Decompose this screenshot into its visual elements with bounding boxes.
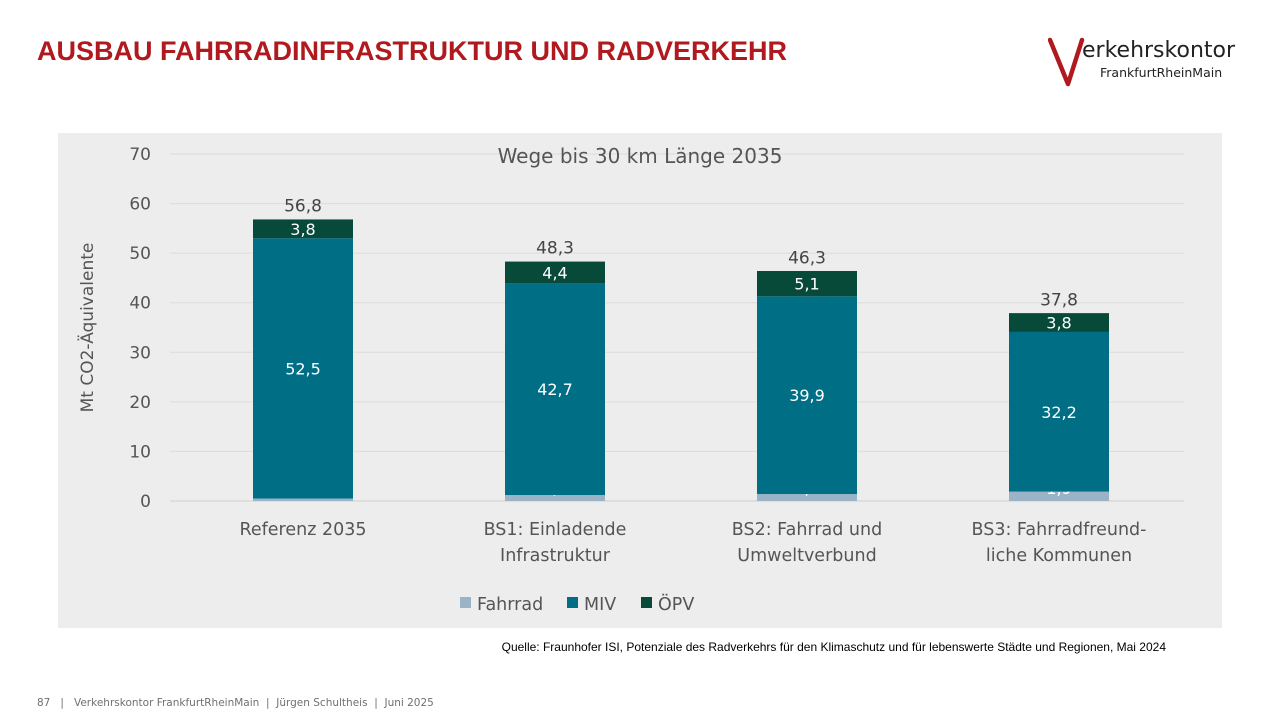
x-category-label: Referenz 2035: [239, 520, 366, 540]
total-data-label: 46,3: [788, 248, 826, 268]
legend-label: MIV: [584, 595, 616, 615]
company-logo: erkehrskontor FrankfurtRheinMain: [1048, 36, 1248, 88]
footer-separator: |: [60, 697, 64, 709]
y-tick-label: 50: [129, 244, 151, 264]
segment-data-label: 5,1: [794, 275, 819, 294]
total-data-label: 48,3: [536, 239, 574, 259]
bar-segment-fahrrad: [757, 494, 857, 501]
legend-label: ÖPV: [658, 593, 694, 615]
bar-segment-öpv: [1009, 313, 1109, 332]
x-category-label: Umweltverbund: [737, 546, 876, 566]
y-tick-label: 30: [129, 343, 151, 363]
legend-swatch-öpv: [641, 597, 652, 608]
x-category-label: Infrastruktur: [500, 546, 611, 566]
slide-title: AUSBAU FAHRRADINFRASTRUKTUR UND RADVERKE…: [37, 36, 787, 66]
bar-segment-miv: [1009, 331, 1109, 492]
segment-data-label: 3,8: [290, 220, 315, 239]
y-tick-label: 20: [129, 393, 151, 413]
y-tick-label: 60: [129, 195, 151, 215]
total-data-label: 37,8: [1040, 291, 1078, 311]
y-tick-label: 10: [129, 442, 151, 462]
x-category-label: BS2: Fahrrad und: [732, 520, 882, 540]
y-tick-label: 40: [129, 294, 151, 314]
bar-segment-miv: [253, 238, 353, 499]
bar-segment-fahrrad: [1009, 491, 1109, 501]
bar-segment-fahrrad: [253, 498, 353, 501]
bar-segment-miv: [757, 296, 857, 495]
y-axis-title: Mt CO2-Äquivalente: [77, 243, 98, 413]
footer-separator: |: [374, 697, 378, 709]
bar-segment-öpv: [757, 270, 857, 297]
source-note: Quelle: Fraunhofer ISI, Potenziale des R…: [501, 640, 1166, 654]
x-category-label: BS3: Fahrradfreund-: [972, 520, 1147, 540]
footer-author: Jürgen Schultheis: [276, 697, 368, 709]
legend-label: Fahrrad: [477, 595, 543, 615]
legend-swatch-miv: [567, 597, 578, 608]
stacked-bar-chart: 0 10 20 30 40 50 60 70 Mt CO2-Äquivalente Wege bi…: [77, 144, 1184, 615]
logo-v-mark: [1048, 37, 1085, 87]
x-category-label: liche Kommunen: [986, 546, 1132, 566]
logo-wordmark: erkehrskontor: [1082, 38, 1236, 63]
x-category-label: BS1: Einladende: [484, 520, 627, 540]
segment-data-label: 32,2: [1041, 403, 1077, 422]
segment-data-label: 39,9: [789, 386, 825, 405]
footer-page-number: 87: [37, 697, 51, 709]
total-data-label: 56,8: [284, 196, 322, 216]
footer-date: Juni 2025: [384, 697, 434, 709]
chart-panel: 0 10 20 30 40 50 60 70 Mt CO2-Äquivalente Wege bi…: [58, 133, 1222, 628]
bar-segment-fahrrad: [505, 495, 605, 501]
bar-segment-miv: [505, 283, 605, 496]
segment-data-label: 3,8: [1046, 314, 1071, 333]
legend-swatch-fahrrad: [460, 597, 471, 608]
footer-separator: |: [266, 697, 270, 709]
bar-segment-öpv: [253, 219, 353, 239]
bar-segment-öpv: [505, 261, 605, 284]
segment-data-label: 52,5: [285, 359, 321, 378]
y-tick-label: 70: [129, 145, 151, 165]
footer-org: Verkehrskontor FrankfurtRheinMain: [73, 697, 260, 709]
logo-subline: FrankfurtRheinMain: [1100, 65, 1223, 80]
y-tick-label: 0: [140, 492, 151, 512]
segment-data-label: 4,4: [542, 263, 567, 282]
chart-title: Wege bis 30 km Länge 2035: [498, 144, 783, 168]
footer: 87 | Verkehrskontor FrankfurtRheinMain |…: [37, 697, 434, 709]
segment-data-label: 42,7: [537, 380, 573, 399]
